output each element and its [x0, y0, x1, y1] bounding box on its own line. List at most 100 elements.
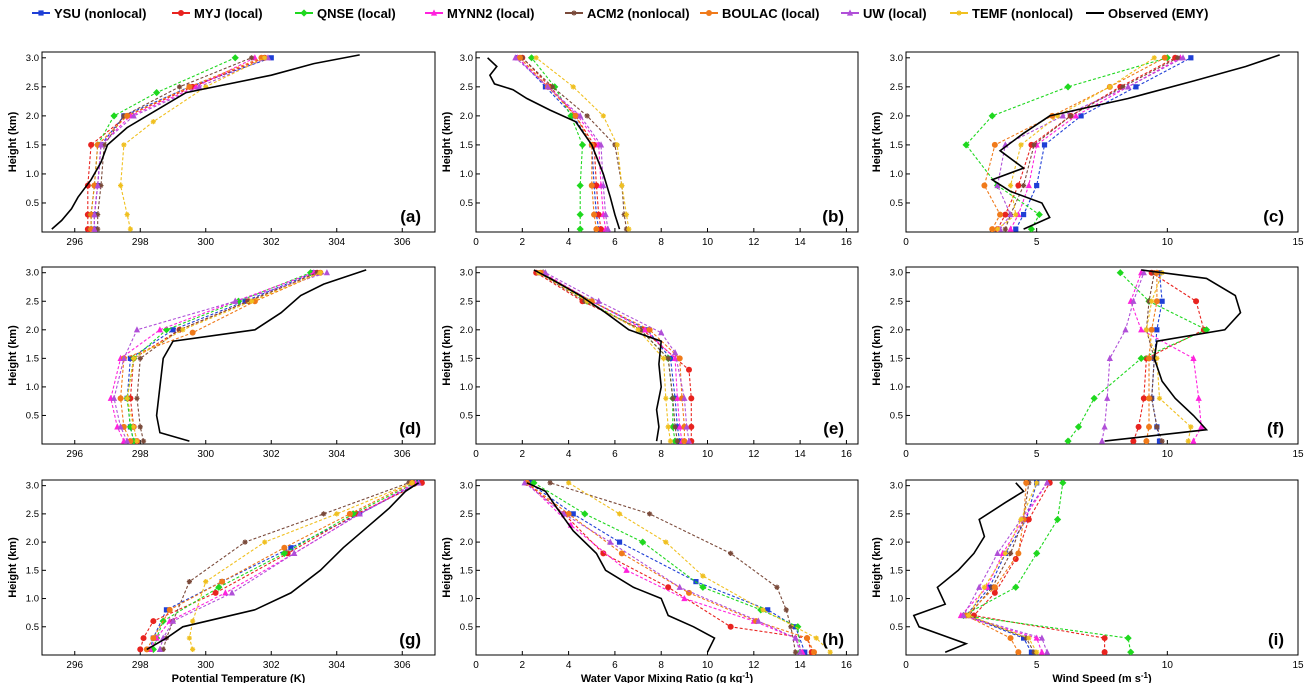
series-ysu-nonlocal [1013, 55, 1194, 232]
data-point [203, 84, 209, 90]
data-point [1021, 182, 1027, 189]
data-point [409, 480, 415, 486]
data-point [91, 225, 98, 232]
data-point [110, 394, 118, 401]
data-point [530, 480, 538, 487]
data-point [97, 141, 105, 148]
series-observed-emy [1104, 269, 1242, 442]
data-point [584, 298, 590, 304]
x-tick-label: 4 [566, 237, 572, 248]
legend-marker [178, 10, 184, 16]
data-point [1038, 648, 1045, 655]
y-tick-label: 1.5 [460, 140, 473, 151]
data-point [660, 355, 667, 361]
series-uw-local [1098, 269, 1147, 444]
data-point [588, 182, 595, 189]
data-point [665, 424, 671, 430]
data-point [1188, 424, 1194, 430]
data-point [1130, 438, 1137, 444]
y-tick-label: 3.0 [890, 481, 903, 492]
x-tick-label: 0 [473, 449, 479, 460]
data-point [190, 646, 196, 652]
data-point [607, 538, 614, 545]
series-line [526, 482, 716, 653]
data-point [516, 54, 523, 61]
y-tick-label: 0.5 [890, 198, 903, 209]
data-point [600, 181, 607, 189]
data-point [623, 211, 630, 218]
data-point [150, 119, 156, 125]
data-point [676, 355, 683, 362]
plot-frame [475, 479, 859, 656]
data-point [570, 511, 576, 517]
data-point [1031, 142, 1037, 148]
panel-h: 0 2 4 6 8 10 12 14 16 0.5 1.0 1.5 2.0 2.5 3.0 Height (k… [441, 479, 859, 683]
legend-label: BOULAC (local) [722, 6, 820, 21]
y-tick-label: 1.5 [890, 353, 903, 364]
data-point [1034, 480, 1040, 486]
data-point [593, 182, 600, 189]
series-group [107, 269, 367, 444]
data-point [681, 394, 688, 401]
data-point [616, 539, 623, 545]
y-tick-label: 0.5 [26, 622, 39, 633]
data-point [1146, 395, 1153, 402]
y-tick-label: 2.5 [26, 509, 39, 520]
y-tick-label: 0.5 [26, 198, 39, 209]
y-tick-label: 3.0 [460, 53, 473, 64]
data-point [280, 549, 288, 557]
y-axis-label: Height (km) [441, 537, 453, 598]
x-tick-label: 6 [612, 660, 618, 671]
data-point [989, 226, 996, 232]
data-point [994, 549, 1001, 556]
legend-marker [956, 10, 962, 16]
data-point [1044, 480, 1051, 486]
data-point [137, 355, 143, 361]
data-point [406, 480, 412, 486]
data-point [163, 607, 170, 613]
plot-frame [41, 266, 436, 445]
data-point [991, 589, 998, 596]
data-point [1146, 298, 1152, 304]
data-point [1007, 550, 1014, 556]
y-tick-label: 1.0 [460, 169, 473, 180]
data-point [166, 606, 173, 613]
data-point [794, 623, 802, 631]
data-point [334, 511, 340, 517]
x-tick-label: 2 [520, 449, 526, 460]
legend-marker [300, 9, 308, 17]
data-point [94, 181, 101, 189]
series-line [1104, 269, 1242, 442]
data-point [966, 612, 972, 619]
series-temf-nonlocal [118, 55, 268, 232]
data-point [547, 480, 553, 486]
data-point [1028, 649, 1035, 655]
series-temf-nonlocal [966, 480, 1040, 655]
x-tick-label: 0 [903, 449, 909, 460]
data-point [180, 327, 186, 333]
data-point [1190, 437, 1197, 444]
x-tick-label: 2 [520, 660, 526, 671]
data-point [602, 210, 609, 218]
series-line [533, 269, 663, 442]
y-tick-label: 3.0 [460, 268, 473, 279]
data-point [991, 584, 998, 591]
data-point [1038, 634, 1045, 641]
data-point [670, 395, 676, 401]
data-point [688, 423, 695, 430]
data-point [1146, 423, 1153, 430]
series-group [533, 269, 695, 444]
y-tick-label: 1.5 [26, 565, 39, 576]
data-point [576, 210, 584, 219]
x-axis-label-main: Wind Speed (m s [1052, 673, 1141, 683]
panel-label: (e) [823, 419, 844, 438]
x-tick-label: 12 [748, 237, 760, 248]
data-point [130, 112, 137, 119]
legend-label: ACM2 (nonlocal) [587, 6, 690, 21]
x-tick-label: 5 [1034, 660, 1040, 671]
data-point [685, 589, 692, 596]
data-point [1149, 298, 1155, 304]
series-observed-emy [146, 482, 420, 651]
y-axis-label: Height (km) [7, 325, 19, 386]
data-point [189, 329, 196, 336]
